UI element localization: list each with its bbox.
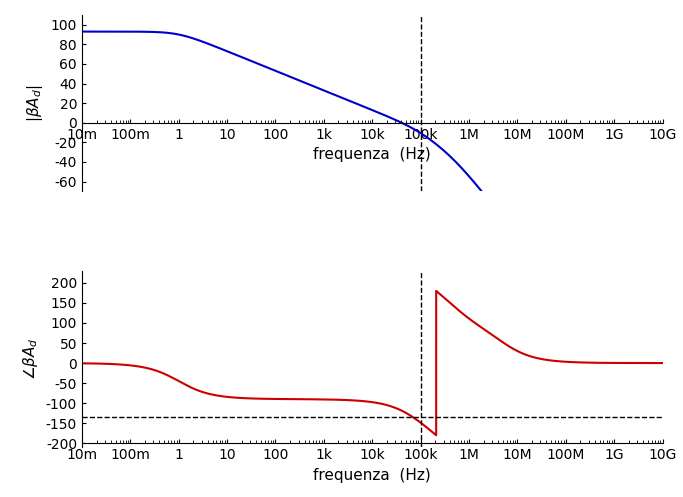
Y-axis label: $|\beta A_d|$: $|\beta A_d|$ <box>25 84 45 122</box>
X-axis label: frequenza  (Hz): frequenza (Hz) <box>313 147 431 162</box>
Y-axis label: $\angle\beta A_d$: $\angle\beta A_d$ <box>21 338 40 380</box>
X-axis label: frequenza  (Hz): frequenza (Hz) <box>313 468 431 483</box>
